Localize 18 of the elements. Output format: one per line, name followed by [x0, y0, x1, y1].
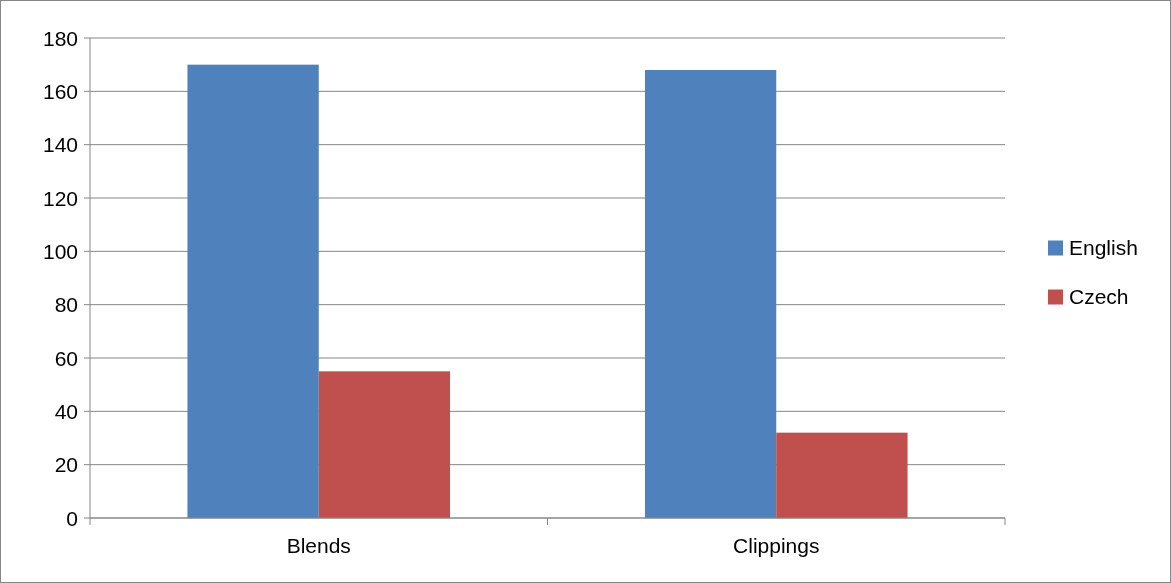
- y-tick-label: 40: [54, 399, 78, 423]
- bar: [187, 64, 319, 518]
- legend-label: English: [1069, 236, 1138, 259]
- bar: [318, 371, 451, 518]
- y-tick-label: 60: [54, 346, 78, 370]
- y-tick-label: 20: [54, 453, 78, 477]
- x-tick-label: Blends: [286, 534, 351, 557]
- legend-label: Czech: [1069, 285, 1129, 308]
- bar: [644, 70, 777, 518]
- bar: [776, 432, 908, 518]
- y-tick-label: 0: [66, 506, 78, 530]
- y-tick-label: 140: [42, 133, 78, 157]
- y-tick-label: 180: [42, 26, 78, 50]
- y-tick-label: 100: [42, 239, 78, 263]
- x-tick-label: Clippings: [733, 534, 820, 557]
- y-tick-label: 160: [42, 79, 78, 103]
- y-tick-label: 80: [54, 293, 78, 317]
- y-tick-label: 120: [42, 186, 78, 210]
